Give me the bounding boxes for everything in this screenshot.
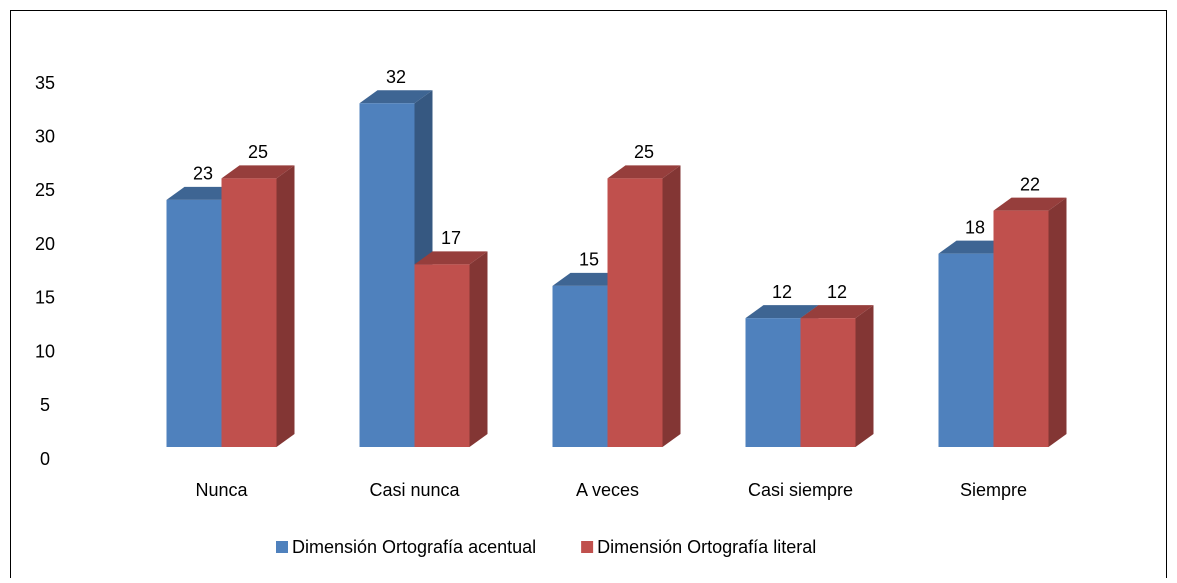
data-label: 23 bbox=[193, 164, 213, 184]
bar-face bbox=[938, 240, 1012, 254]
x-tick-label: Nunca bbox=[195, 480, 248, 500]
bar-face bbox=[800, 305, 874, 319]
bar bbox=[221, 165, 295, 447]
y-tick-label: 10 bbox=[35, 341, 55, 361]
bar-face bbox=[745, 318, 801, 447]
x-tick-label: Siempre bbox=[960, 480, 1027, 500]
y-tick-label: 0 bbox=[40, 449, 50, 469]
bar-face bbox=[414, 251, 488, 265]
data-label: 32 bbox=[386, 67, 406, 87]
bar-face bbox=[745, 305, 819, 319]
legend-label: Dimensión Ortografía literal bbox=[597, 537, 816, 557]
y-tick-label: 20 bbox=[35, 234, 55, 254]
bar-face bbox=[855, 305, 874, 447]
data-label: 25 bbox=[634, 142, 654, 162]
bar-face bbox=[607, 165, 681, 179]
bar-face bbox=[1048, 197, 1067, 447]
x-tick-label: Casi nunca bbox=[369, 480, 460, 500]
bar-face bbox=[166, 186, 240, 200]
bar-face bbox=[221, 178, 277, 447]
x-tick-label: A veces bbox=[576, 480, 639, 500]
bar-face bbox=[414, 264, 470, 447]
bar-face bbox=[993, 197, 1067, 211]
data-label: 22 bbox=[1020, 174, 1040, 194]
bar bbox=[993, 197, 1067, 447]
y-tick-label: 15 bbox=[35, 288, 55, 308]
bar-face bbox=[469, 251, 488, 447]
data-label: 18 bbox=[965, 217, 985, 237]
y-tick-label: 25 bbox=[35, 180, 55, 200]
bar-face bbox=[938, 253, 994, 447]
legend-swatch bbox=[581, 541, 594, 553]
bar bbox=[414, 251, 488, 447]
y-tick-label: 5 bbox=[40, 395, 50, 415]
bar-face bbox=[359, 90, 433, 104]
legend-swatch bbox=[276, 541, 288, 553]
bar-face bbox=[166, 199, 222, 447]
data-label: 15 bbox=[579, 250, 599, 270]
bar bbox=[607, 165, 681, 447]
data-label: 17 bbox=[441, 228, 461, 248]
data-label: 12 bbox=[827, 282, 847, 302]
bar-face bbox=[607, 178, 663, 447]
data-label: 25 bbox=[248, 142, 268, 162]
bar-face bbox=[662, 165, 681, 447]
legend-label: Dimensión Ortografía acentual bbox=[292, 537, 536, 557]
bar-face bbox=[221, 165, 295, 179]
x-tick-label: Casi siempre bbox=[748, 480, 853, 500]
bar-face bbox=[800, 318, 856, 447]
bar-face bbox=[276, 165, 295, 447]
bar bbox=[800, 305, 874, 447]
bar-face bbox=[359, 103, 415, 447]
y-tick-label: 35 bbox=[35, 73, 55, 93]
y-tick-label: 30 bbox=[35, 126, 55, 146]
data-label: 12 bbox=[772, 282, 792, 302]
bar-face bbox=[993, 210, 1049, 447]
bar-face bbox=[552, 272, 626, 286]
bar-face bbox=[552, 285, 608, 447]
